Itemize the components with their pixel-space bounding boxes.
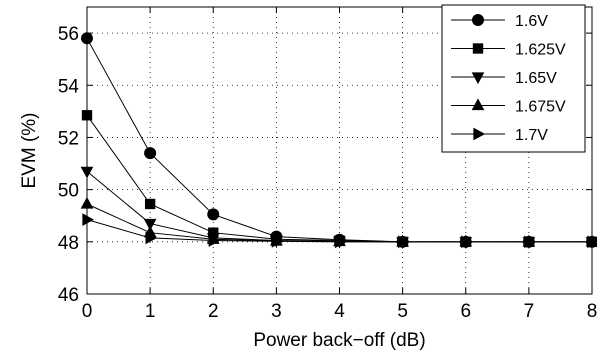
series-line <box>86 170 592 243</box>
data-point <box>587 235 597 249</box>
x-tick-label: 7 <box>524 301 535 322</box>
legend-entry: 1.7V <box>451 127 548 144</box>
legend-entry: 1.6V <box>451 13 548 30</box>
legend-entry: 1.65V <box>451 70 557 87</box>
y-tick-label: 50 <box>58 181 79 202</box>
x-tick-label: 5 <box>397 301 408 322</box>
data-point <box>334 235 347 249</box>
series-group <box>80 32 597 249</box>
data-point <box>81 110 93 121</box>
data-point <box>80 166 94 179</box>
legend-marker <box>473 127 486 141</box>
data-point <box>80 196 94 209</box>
data-point <box>143 218 157 231</box>
data-point <box>461 235 473 249</box>
legend-marker <box>472 43 484 54</box>
y-tick-label: 46 <box>58 285 79 306</box>
legend-label: 1.65V <box>515 70 557 87</box>
legend-label: 1.675V <box>515 99 566 116</box>
x-tick-label: 0 <box>82 301 93 322</box>
y-tick-label: 48 <box>58 233 79 254</box>
legend-entry: 1.625V <box>451 42 566 59</box>
y-tick-label: 56 <box>58 24 79 45</box>
data-point <box>144 198 156 210</box>
y-axis-label: EVM (%) <box>19 113 40 189</box>
legend-label: 1.625V <box>515 42 566 59</box>
data-point <box>207 208 220 221</box>
data-point <box>81 32 93 45</box>
data-point <box>398 235 410 249</box>
data-point <box>271 234 284 248</box>
y-tick-label: 54 <box>58 76 80 97</box>
x-tick-label: 8 <box>587 301 597 322</box>
data-point <box>208 234 221 247</box>
legend-label: 1.6V <box>515 13 548 30</box>
legend-marker <box>471 72 485 85</box>
x-tick-label: 2 <box>208 301 219 322</box>
x-tick-label: 6 <box>460 301 471 322</box>
legend-marker <box>471 98 485 111</box>
data-point <box>524 235 536 249</box>
x-tick-label: 3 <box>271 301 282 322</box>
data-point <box>82 213 95 226</box>
legend-marker <box>472 14 484 26</box>
series-1.7V <box>82 213 597 249</box>
x-tick-label: 1 <box>145 301 156 322</box>
y-tick-label: 52 <box>58 128 79 149</box>
legend-entry: 1.675V <box>451 98 566 116</box>
legend-box <box>441 4 586 153</box>
legend: 1.6V 1.625V 1.65V 1.675V 1.7V <box>441 4 586 153</box>
data-point <box>145 231 158 245</box>
x-axis-label: Power back−off (dB) <box>253 330 425 351</box>
data-point <box>144 147 157 160</box>
x-tick-label: 4 <box>334 301 345 322</box>
legend-label: 1.7V <box>515 127 548 144</box>
